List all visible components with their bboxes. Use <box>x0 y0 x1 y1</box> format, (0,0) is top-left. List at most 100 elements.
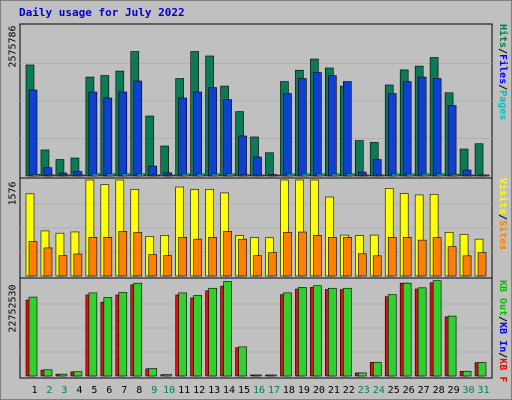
plot-background <box>20 24 492 376</box>
legend-item-files: Files <box>497 54 508 85</box>
bar-kb-out-day-31 <box>477 362 487 377</box>
bar-files-day-13 <box>208 87 217 177</box>
bar-kb-out-day-24 <box>372 361 382 377</box>
bar-pages-day-11 <box>181 173 190 177</box>
x-tick-label-14: 14 <box>223 385 235 396</box>
bar-kb-out-day-5 <box>88 292 98 377</box>
bar-files-day-12 <box>193 91 202 177</box>
bar-kb-out-day-21 <box>328 287 337 377</box>
bar-kb-out-day-19 <box>298 287 307 377</box>
bar-sites-day-16 <box>253 255 262 277</box>
bar-kb-out-day-22 <box>343 287 352 377</box>
bar-kb-out-day-1 <box>28 296 38 377</box>
bar-kb-out-day-20 <box>313 285 322 377</box>
bar-files-day-6 <box>103 97 113 177</box>
bar-files-day-29 <box>447 105 457 177</box>
bar-files-day-27 <box>417 76 427 177</box>
bar-kb-out-day-14 <box>223 281 232 377</box>
x-tick-label-19: 19 <box>298 385 310 396</box>
bar-files-day-16 <box>253 156 262 177</box>
bar-files-day-19 <box>298 78 307 177</box>
bar-sites-day-15 <box>238 238 247 277</box>
bar-files-day-25 <box>387 93 397 177</box>
x-tick-label-12: 12 <box>193 385 205 396</box>
bar-kb-out-day-3 <box>58 373 68 377</box>
bar-kb-out-day-10 <box>163 374 173 377</box>
bar-pages-day-2 <box>46 174 56 177</box>
bar-kb-out-day-4 <box>73 371 83 377</box>
bar-pages-day-12 <box>196 173 205 177</box>
x-tick-label-15: 15 <box>238 385 250 396</box>
bar-pages-day-3 <box>61 174 71 177</box>
bar-pages-day-25 <box>390 173 400 177</box>
bar-sites-day-30 <box>462 255 472 277</box>
bar-sites-day-2 <box>43 247 53 277</box>
bar-sites-day-20 <box>313 235 322 277</box>
bar-kb-out-day-17 <box>268 374 277 377</box>
bar-pages-day-4 <box>76 174 86 177</box>
chart-title: Daily usage for July 2022 <box>19 6 185 19</box>
bar-pages-day-24 <box>375 174 385 177</box>
bar-kb-out-day-9 <box>148 368 158 377</box>
bar-kb-out-day-23 <box>357 372 367 377</box>
bar-sites-day-21 <box>328 237 337 277</box>
bar-files-day-22 <box>343 81 352 177</box>
x-tick-label-3: 3 <box>61 385 67 396</box>
bar-sites-day-25 <box>387 237 397 277</box>
bar-pages-day-21 <box>331 173 340 177</box>
x-tick-label-20: 20 <box>313 385 325 396</box>
legend-right: Hits/Files/Pages Visits/Sites KB Out/KB In… <box>496 22 508 382</box>
x-tick-label-17: 17 <box>268 385 280 396</box>
bar-hits-day-31 <box>474 143 484 177</box>
bar-pages-day-5 <box>91 173 101 177</box>
legend-item-kb-out: KB Out <box>497 280 508 317</box>
bar-files-day-18 <box>283 93 292 177</box>
bar-files-day-14 <box>223 99 232 177</box>
x-tick-label-22: 22 <box>343 385 355 396</box>
bar-pages-day-28 <box>435 173 445 177</box>
bar-files-day-24 <box>372 159 382 177</box>
bar-sites-day-11 <box>178 237 187 277</box>
legend-hits-files-pages: Hits/Files/Pages <box>497 24 508 120</box>
bar-sites-day-7 <box>118 231 128 277</box>
legend-item-hits: Hits <box>497 24 508 49</box>
bar-sites-day-29 <box>447 246 457 277</box>
bar-files-day-5 <box>88 91 98 177</box>
bar-pages-day-13 <box>211 173 220 177</box>
x-tick-label-1: 1 <box>31 385 37 396</box>
bar-sites-day-8 <box>133 232 143 277</box>
bar-sites-day-28 <box>432 237 442 277</box>
bar-pages-day-31 <box>480 174 490 177</box>
bar-kb-out-day-8 <box>133 282 143 377</box>
bar-files-day-8 <box>133 80 143 177</box>
panel-kbin-kbout-kbf <box>19 277 493 379</box>
x-tick-label-29: 29 <box>448 385 460 396</box>
panel-hits-files-pages <box>19 23 493 179</box>
x-tick-label-27: 27 <box>418 385 430 396</box>
bar-pages-day-26 <box>405 173 415 177</box>
bar-pages-day-30 <box>465 174 475 177</box>
bar-kb-out-day-29 <box>447 315 457 377</box>
bar-sites-day-31 <box>477 252 487 277</box>
x-tick-label-30: 30 <box>463 385 475 396</box>
x-tick-label-11: 11 <box>178 385 190 396</box>
x-tick-label-16: 16 <box>253 385 265 396</box>
bar-kb-out-day-16 <box>253 374 262 377</box>
bar-kb-out-day-18 <box>283 292 292 377</box>
bar-sites-day-14 <box>223 231 232 277</box>
x-tick-label-9: 9 <box>151 385 157 396</box>
x-tick-label-5: 5 <box>91 385 97 396</box>
bar-hits-day-17 <box>265 152 274 177</box>
bar-files-day-7 <box>118 91 128 177</box>
bar-sites-day-24 <box>372 255 382 277</box>
bar-pages-day-23 <box>360 174 370 177</box>
bar-sites-day-23 <box>357 253 367 277</box>
x-tick-label-23: 23 <box>358 385 370 396</box>
bar-pages-day-9 <box>151 174 161 177</box>
bar-kb-out-day-25 <box>387 294 397 377</box>
bar-pages-day-17 <box>271 174 280 177</box>
bar-kb-out-day-30 <box>462 370 472 377</box>
bar-files-day-15 <box>238 135 247 177</box>
legend-item-visits: Visits <box>497 178 508 215</box>
